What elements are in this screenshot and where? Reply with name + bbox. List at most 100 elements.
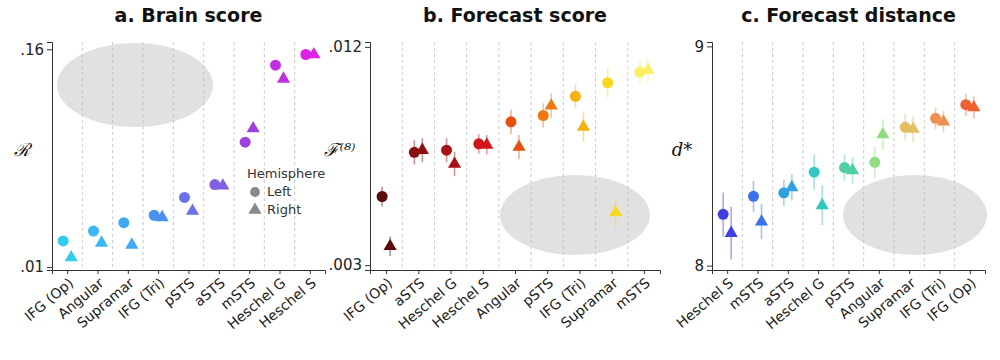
point (270, 60, 281, 71)
y-tick-label: .003 (329, 256, 362, 274)
x-tick-mark (249, 270, 250, 274)
point (785, 180, 798, 191)
x-tick-mark (788, 270, 789, 274)
legend-label: Right (267, 202, 301, 217)
point (480, 137, 493, 148)
separator (563, 42, 564, 270)
x-tick-label: pSTS (160, 274, 197, 309)
y-axis-line (707, 43, 713, 271)
y-axis-label: ℛ (14, 139, 33, 160)
y-tick: .003 (329, 256, 370, 274)
separator (143, 42, 144, 270)
point (641, 63, 654, 74)
x-tick-mark (310, 270, 311, 274)
separator (772, 42, 773, 270)
point (186, 203, 199, 214)
point (748, 191, 759, 202)
point (277, 71, 290, 82)
point (416, 143, 429, 154)
separator (466, 42, 467, 270)
point (247, 121, 260, 132)
y-tick-mark (707, 46, 712, 47)
point (448, 156, 461, 167)
x-tick: IFG (Op) (340, 270, 395, 324)
y-tick-label: 9 (694, 38, 704, 56)
x-tick-mark (483, 270, 484, 274)
point (441, 145, 452, 156)
x-tick-mark (158, 270, 159, 274)
separator (234, 42, 235, 270)
y-tick: .01 (20, 258, 52, 276)
x-tick: IFG (Tri) (115, 270, 167, 322)
y-tick-mark (707, 266, 712, 267)
x-tick-mark (727, 270, 728, 274)
x-tick-mark (970, 270, 971, 274)
point (577, 119, 590, 130)
y-tick-mark (365, 47, 370, 48)
separator (173, 42, 174, 270)
chart-title: b. Forecast score (423, 4, 607, 26)
x-tick-mark (451, 270, 452, 274)
x-axis-line (371, 271, 661, 275)
separator (402, 42, 403, 270)
x-tick-mark (515, 270, 516, 274)
point (307, 47, 320, 58)
x-tick-label: Angular (472, 274, 524, 321)
figure: .01.16IFG (Op)AngularSupramarIFG (Tri)pS… (0, 0, 1000, 360)
point (384, 239, 397, 250)
x-tick: pSTS (160, 270, 197, 309)
x-tick-mark (219, 270, 220, 274)
y-tick-label: .16 (20, 41, 44, 59)
x-tick-mark (612, 270, 613, 274)
x-tick-mark (818, 270, 819, 274)
point (216, 178, 229, 189)
x-tick-label: Heschel G (763, 275, 828, 333)
x-tick-mark (418, 270, 419, 274)
x-tick-mark (879, 270, 880, 274)
plot-area (58, 47, 321, 261)
x-tick-mark (940, 270, 941, 274)
point (809, 167, 820, 178)
separator (924, 42, 925, 270)
separator (264, 42, 265, 270)
y-tick-mark (47, 49, 52, 50)
point (570, 91, 581, 102)
point (967, 100, 980, 111)
separator (894, 42, 895, 270)
point (816, 198, 829, 209)
x-tick-mark (189, 270, 190, 274)
separator (203, 42, 204, 270)
x-tick: Heschel G (763, 270, 828, 332)
y-tick: .012 (329, 38, 370, 56)
point (846, 163, 859, 174)
x-axis: Heschel SmSTSaSTSHeschel GpSTSAngularSup… (673, 270, 985, 332)
y-axis-label: d* (672, 139, 693, 160)
point (58, 235, 69, 246)
point (907, 121, 920, 132)
chart-title: a. Brain score (115, 4, 263, 26)
legend-label: Left (267, 184, 291, 199)
x-tick-mark (909, 270, 910, 274)
panel: 89Heschel SmSTSaSTSHeschel GpSTSAngularS… (672, 4, 987, 332)
x-tick-mark (547, 270, 548, 274)
y-tick-mark (365, 265, 370, 266)
y-axis-line (365, 43, 371, 271)
panel: .003.012IFG (Op)aSTSHeschel GHeschel SAn… (324, 4, 660, 332)
point (65, 250, 78, 261)
x-tick-mark (386, 270, 387, 274)
x-tick-mark (644, 270, 645, 274)
separator (498, 42, 499, 270)
separator (531, 42, 532, 270)
legend: HemisphereLeftRight (247, 166, 325, 217)
brain-illustration (57, 43, 213, 127)
point (869, 157, 880, 168)
x-tick-mark (758, 270, 759, 274)
x-tick-label: Heschel S (256, 274, 319, 331)
y-tick-mark (47, 267, 52, 268)
brain-illustration (843, 175, 987, 255)
point (876, 127, 889, 138)
separator (954, 42, 955, 270)
panel: .01.16IFG (Op)AngularSupramarIFG (Tri)pS… (14, 4, 326, 332)
point (240, 137, 251, 148)
y-tick-label: .012 (329, 38, 362, 56)
